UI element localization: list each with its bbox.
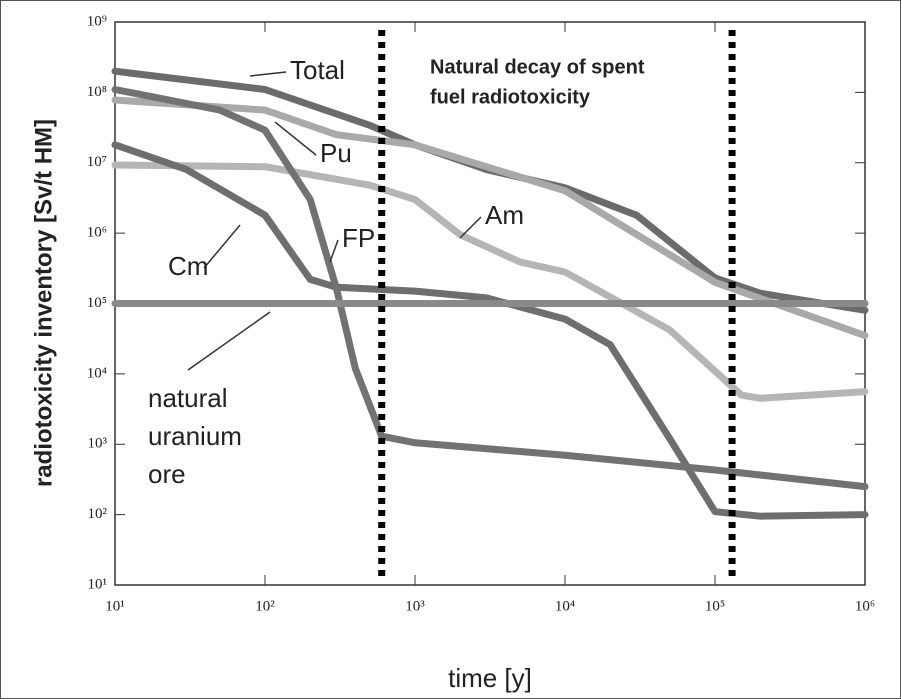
x-tick-label: 10⁶: [855, 598, 875, 614]
series-line: [111, 86, 869, 491]
label-arrow: [203, 224, 241, 269]
y-tick-label: 10³: [88, 436, 108, 452]
x-tick-label: 10⁴: [555, 598, 575, 614]
series-label: Am: [485, 200, 524, 230]
label-arrow: [274, 121, 317, 156]
y-tick-label: 10⁴: [87, 365, 107, 381]
annotation: Natural decay of spent: [430, 56, 645, 78]
series-label: Cm: [168, 251, 208, 281]
series-label: Total: [290, 55, 345, 85]
y-tick-label: 10⁸: [87, 84, 107, 100]
label-arrow: [249, 71, 287, 77]
annotation: fuel radiotoxicity: [430, 86, 591, 108]
y-axis-label: radiotoxicity inventory [Sv/t HM]: [30, 119, 57, 487]
series-label: natural uranium ore: [148, 383, 242, 489]
series-label: Pu: [320, 138, 352, 168]
label-arrow: [187, 311, 271, 371]
y-tick-label: 10⁶: [87, 225, 107, 241]
label-arrow: [459, 216, 482, 239]
series-label: FP: [342, 223, 375, 253]
x-tick-label: 10²: [255, 598, 275, 614]
series-line: [111, 96, 869, 340]
y-tick-label: 10⁹: [87, 13, 107, 29]
x-tick-label: 10³: [405, 598, 425, 614]
series-line: [111, 141, 869, 520]
y-tick-label: 10²: [88, 506, 108, 522]
label-arrow: [329, 239, 339, 263]
y-tick-label: 10⁵: [87, 295, 107, 311]
x-axis-label: time [y]: [448, 663, 532, 693]
x-tick-label: 10⁵: [705, 598, 725, 614]
y-tick-label: 10¹: [88, 576, 108, 592]
series-line: [111, 161, 869, 402]
y-tick-label: 10⁷: [87, 154, 107, 170]
x-tick-label: 10¹: [105, 598, 125, 614]
